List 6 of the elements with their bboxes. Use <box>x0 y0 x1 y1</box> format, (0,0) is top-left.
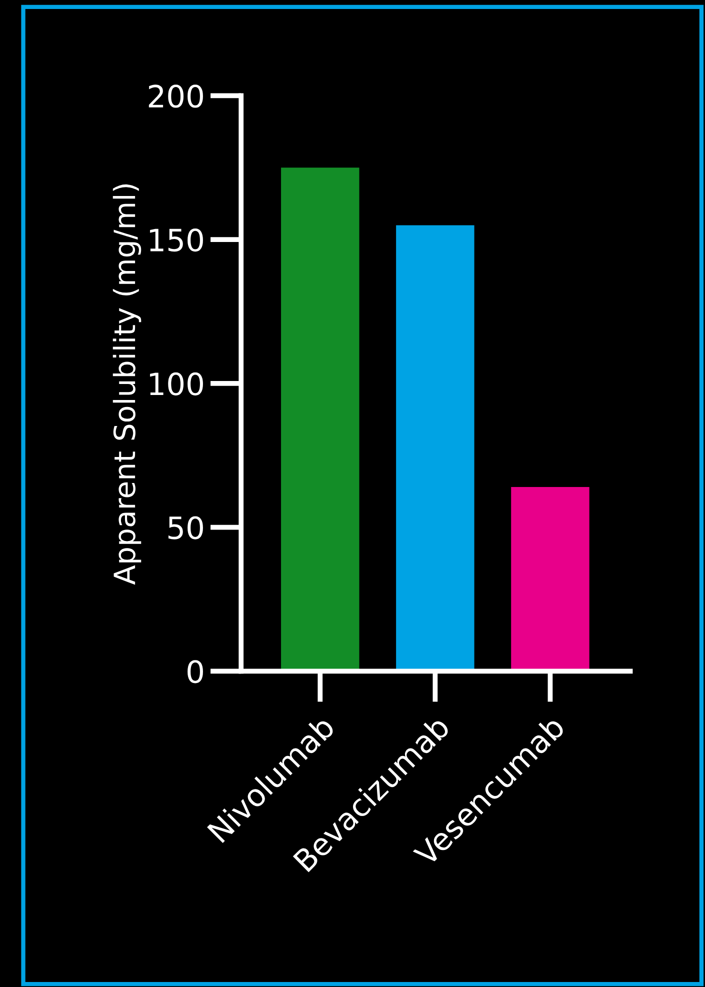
y-tick-label: 100 <box>150 372 203 396</box>
y-tick-label: 200 <box>148 84 203 108</box>
y-tick-label: 50 <box>168 516 203 540</box>
y-axis-title: Apparent Solubility (mg/ml) <box>112 184 142 585</box>
y-tick-label: 0 <box>188 660 203 684</box>
y-tick-label: 150 <box>150 228 203 252</box>
